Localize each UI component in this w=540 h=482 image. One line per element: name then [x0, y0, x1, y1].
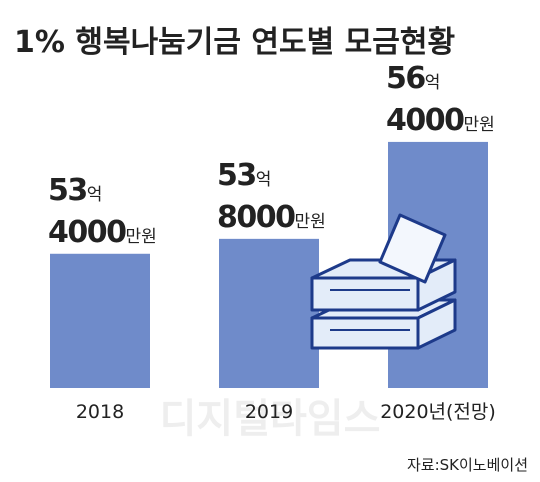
x-tick-label: 2020년(전망): [380, 401, 496, 423]
value-label: 53억 4000만원: [48, 173, 157, 250]
watermark: 디지털타임스: [160, 396, 381, 442]
value-label: 56억 4000만원: [386, 61, 495, 138]
chart-title: 1% 행복나눔기금 연도별 모금현황: [14, 25, 455, 60]
x-tick-label: 2018: [76, 401, 124, 423]
bar: [219, 238, 319, 388]
value-label: 53억 8000만원: [217, 158, 326, 235]
source: 자료:SK이노베이션: [407, 456, 528, 474]
x-tick-label: 2019: [245, 401, 293, 423]
money-icon: [310, 213, 457, 350]
bar: [50, 253, 150, 388]
